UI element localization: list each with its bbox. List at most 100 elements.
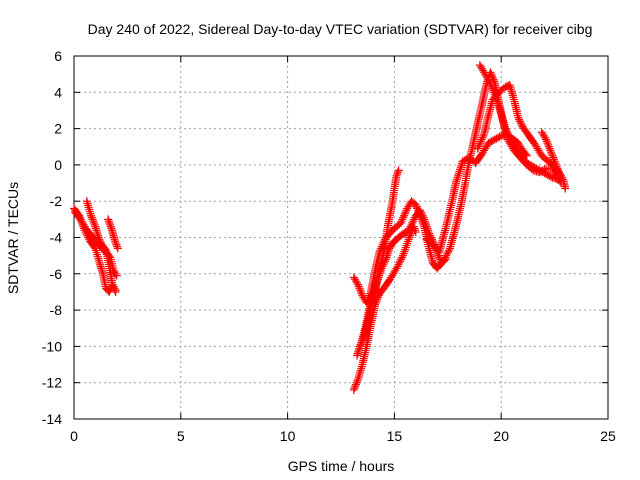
data-point: [87, 211, 96, 220]
data-point: [503, 128, 512, 137]
data-point: [375, 269, 384, 278]
data-point: [105, 218, 114, 227]
data-point: [399, 213, 408, 222]
y-tick-label: -14: [42, 411, 62, 427]
data-point: [94, 233, 103, 242]
data-point: [90, 220, 99, 229]
data-point: [104, 215, 113, 224]
data-point: [353, 376, 362, 385]
data-point: [479, 131, 488, 140]
data-point: [517, 120, 526, 129]
data-point: [377, 264, 386, 273]
data-point: [452, 177, 461, 186]
data-point: [550, 157, 559, 166]
data-point: [408, 218, 417, 227]
data-point: [416, 208, 425, 217]
data-point: [394, 260, 403, 269]
data-point: [431, 244, 440, 253]
data-point: [375, 248, 384, 257]
data-point: [398, 251, 407, 260]
data-point: [475, 140, 484, 149]
data-point: [358, 336, 367, 345]
data-point: [401, 245, 410, 254]
data-point: [89, 217, 98, 226]
data-point: [108, 280, 117, 289]
data-point: [456, 163, 465, 172]
data-point: [521, 150, 530, 159]
data-point: [354, 346, 363, 355]
data-point: [411, 228, 420, 237]
data-point: [379, 260, 388, 269]
y-axis-label: SDTVAR / TECUs: [5, 182, 21, 294]
data-point: [353, 278, 362, 287]
data-point: [359, 333, 368, 342]
data-point: [416, 206, 425, 215]
data-point: [353, 349, 362, 358]
data-point: [406, 222, 415, 231]
data-point: [453, 173, 462, 182]
data-point: [376, 267, 385, 276]
data-point: [356, 287, 365, 296]
data-point: [106, 222, 115, 231]
data-point: [547, 148, 556, 157]
data-point: [356, 286, 365, 295]
data-point: [109, 282, 118, 291]
data-point: [374, 273, 383, 282]
data-point: [95, 235, 104, 244]
data-point: [393, 169, 402, 178]
data-point: [401, 208, 410, 217]
data-point: [378, 240, 387, 249]
data-point: [477, 135, 486, 144]
y-tick-label: 0: [54, 157, 62, 173]
data-point: [113, 244, 122, 253]
data-point: [553, 164, 562, 173]
x-tick-label: 15: [387, 428, 403, 444]
data-point: [442, 251, 451, 260]
data-point: [354, 280, 363, 289]
data-point: [411, 200, 420, 209]
data-point: [423, 226, 432, 235]
x-tick-label: 5: [177, 428, 185, 444]
data-point: [430, 240, 439, 249]
data-point: [400, 211, 409, 220]
data-point: [478, 133, 487, 142]
data-point: [400, 209, 409, 218]
y-tick-label: 6: [54, 48, 62, 64]
data-point: [384, 248, 393, 257]
data-point: [516, 119, 525, 128]
data-point: [375, 271, 384, 280]
data-point: [484, 75, 493, 84]
data-point: [392, 264, 401, 273]
data-point: [434, 251, 443, 260]
data-point: [377, 242, 386, 251]
data-point: [382, 253, 391, 262]
data-point: [433, 248, 442, 257]
data-point: [398, 215, 407, 224]
data-point: [551, 159, 560, 168]
data-marks: [70, 61, 570, 394]
data-point: [352, 378, 361, 387]
data-point: [427, 233, 436, 242]
data-point: [486, 79, 495, 88]
data-point: [549, 153, 558, 162]
data-point: [393, 168, 402, 177]
data-point: [410, 215, 419, 224]
x-tick-label: 10: [280, 428, 296, 444]
data-point: [419, 213, 428, 222]
data-point: [457, 161, 466, 170]
data-point: [381, 255, 390, 264]
data-point: [110, 286, 119, 295]
data-point: [455, 167, 464, 176]
data-point: [380, 237, 389, 246]
data-point: [376, 246, 385, 255]
data-point: [432, 246, 441, 255]
data-point: [456, 165, 465, 174]
data-series: [70, 61, 570, 394]
data-point: [558, 173, 567, 182]
data-point: [522, 151, 531, 160]
data-point: [373, 275, 382, 284]
data-point: [373, 277, 382, 286]
data-point: [350, 384, 359, 393]
